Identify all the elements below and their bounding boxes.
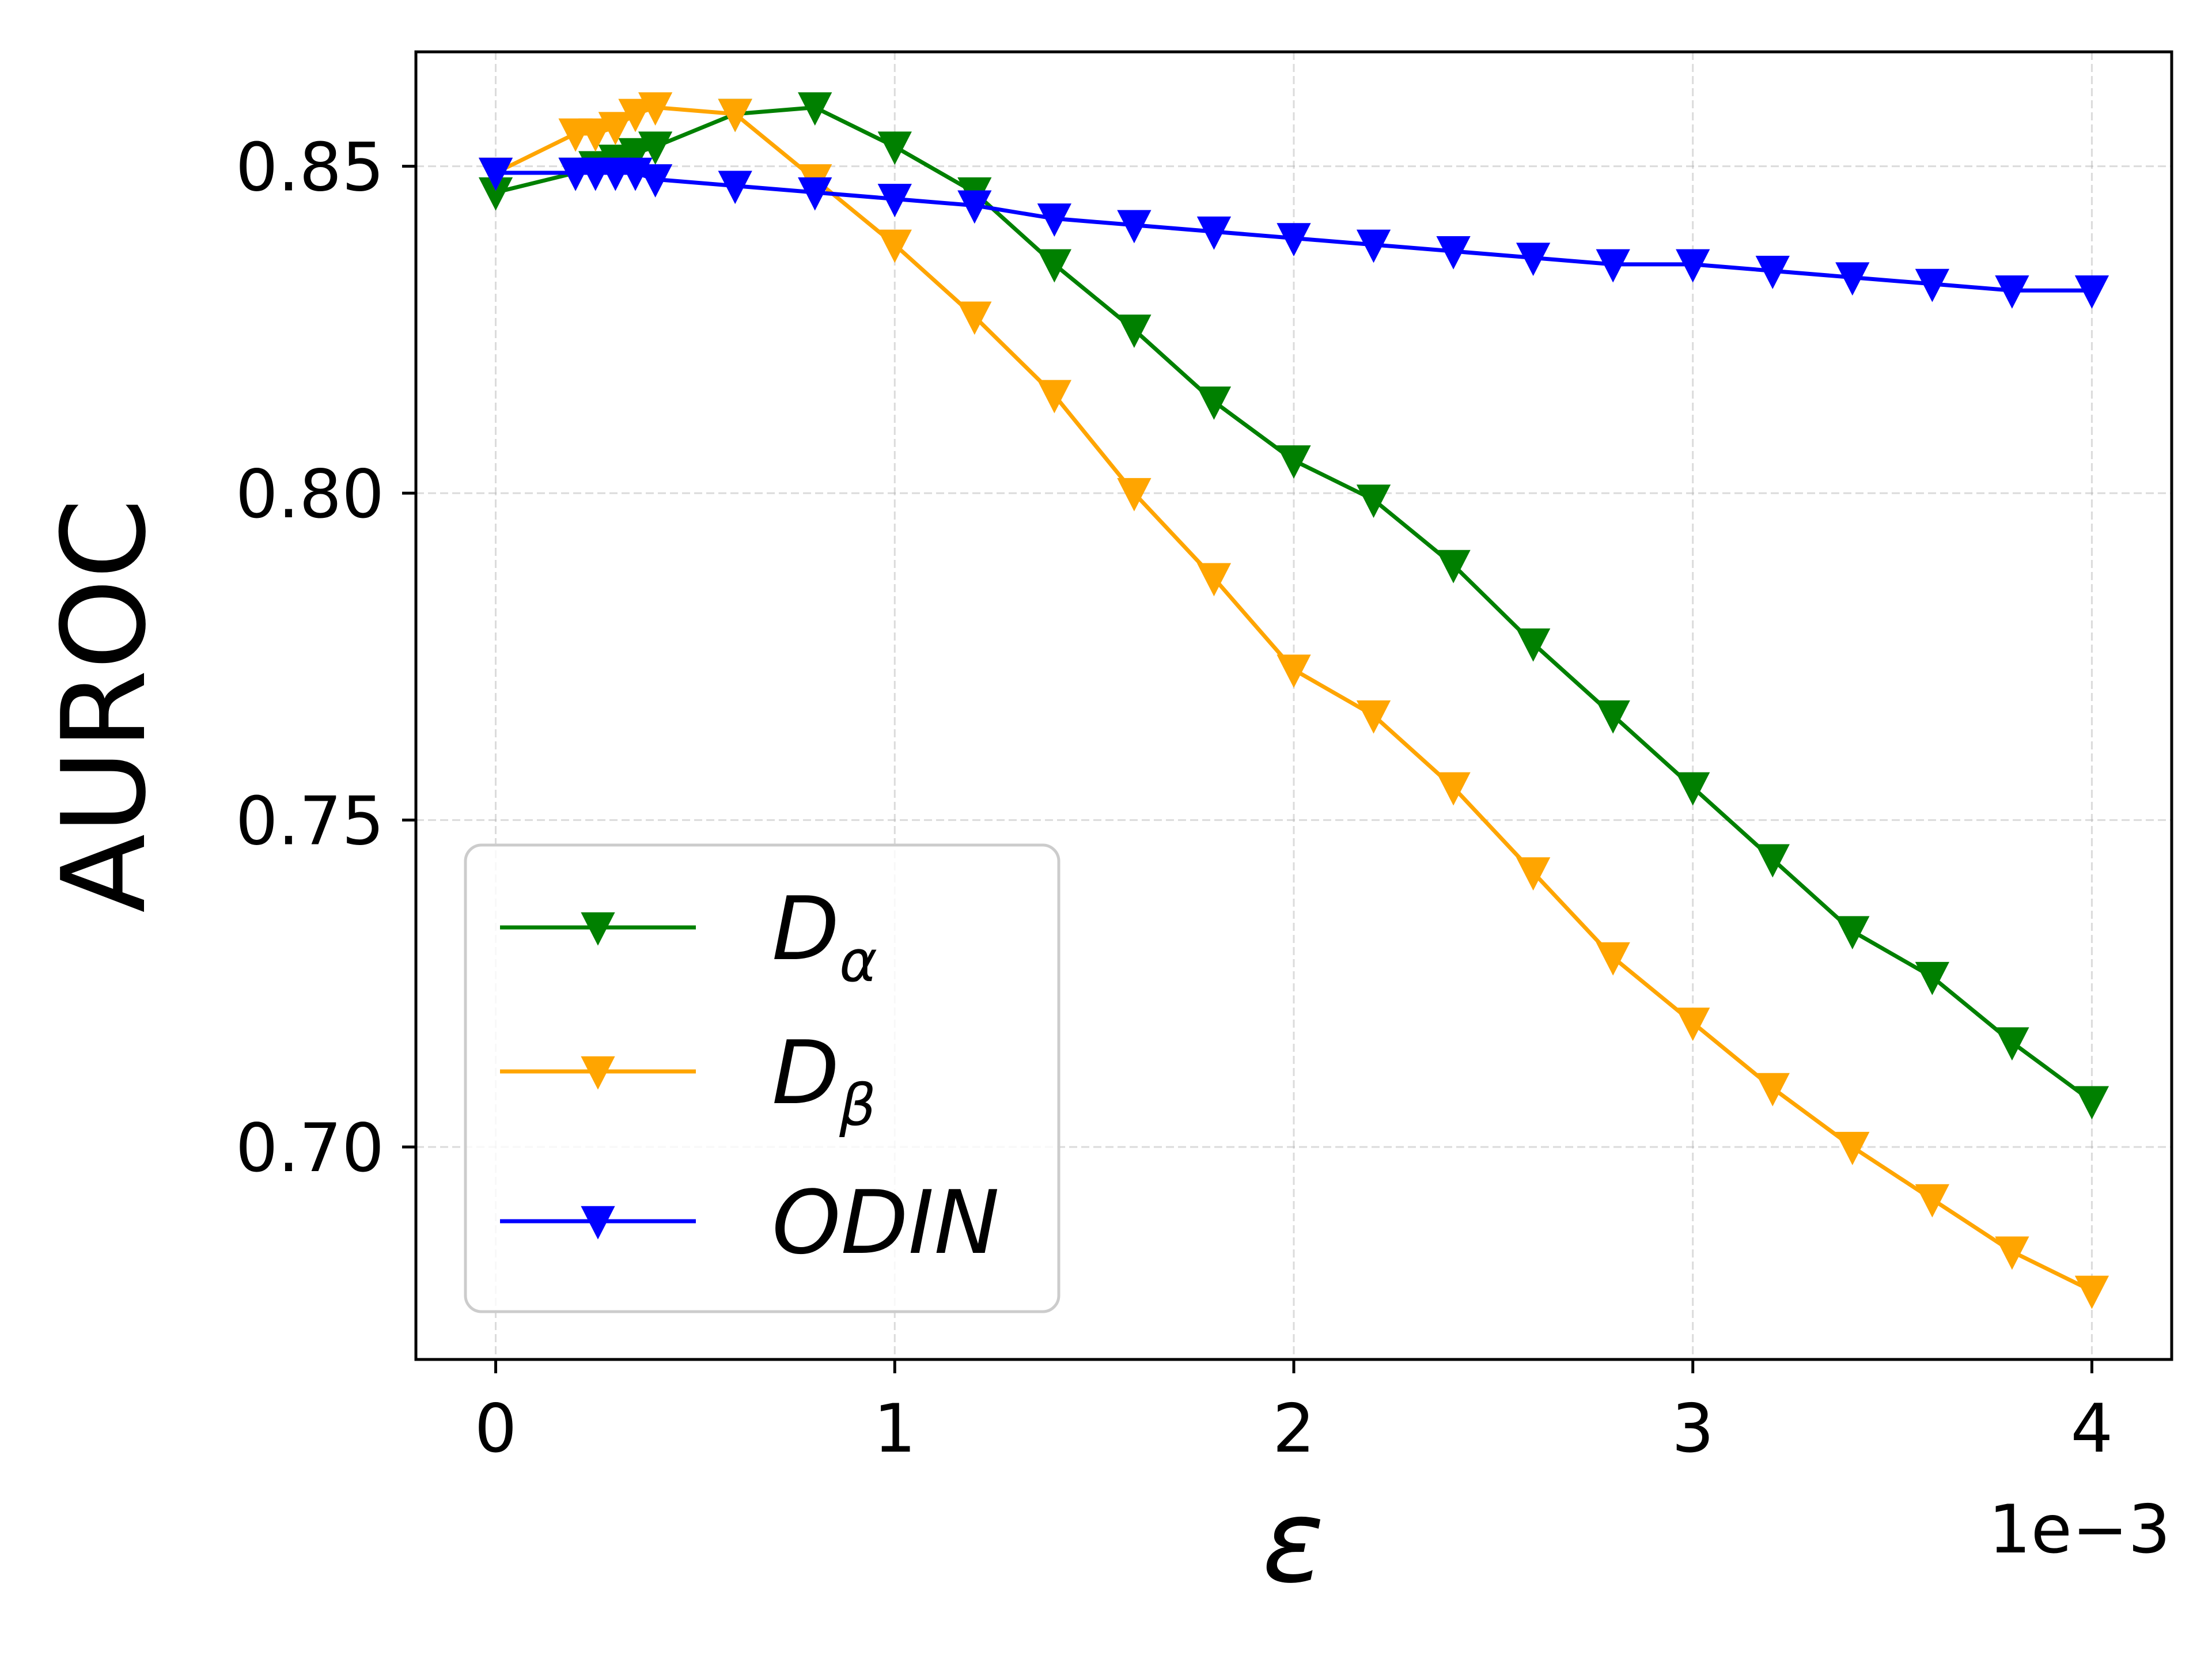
data-point bbox=[877, 184, 912, 217]
data-point bbox=[1995, 1236, 2029, 1270]
data-point bbox=[1995, 275, 2029, 309]
data-point bbox=[1516, 857, 1551, 891]
data-point bbox=[1037, 249, 1071, 283]
legend-label: Dβ bbox=[772, 1022, 876, 1139]
data-point bbox=[957, 301, 992, 335]
data-point bbox=[718, 99, 752, 132]
data-point bbox=[598, 112, 632, 146]
data-point bbox=[1196, 563, 1232, 597]
data-point bbox=[877, 229, 912, 263]
data-point bbox=[618, 138, 653, 172]
data-point bbox=[1436, 772, 1471, 806]
series-layer bbox=[478, 92, 2109, 1309]
data-point bbox=[1596, 249, 1630, 283]
data-point bbox=[1835, 1131, 1870, 1165]
data-point bbox=[1755, 1073, 1790, 1107]
data-point bbox=[638, 92, 673, 126]
x-tick-label: 2 bbox=[1272, 1390, 1315, 1468]
data-point bbox=[618, 99, 653, 132]
data-point bbox=[1277, 654, 1311, 688]
data-point bbox=[1596, 700, 1630, 734]
data-point bbox=[1755, 256, 1790, 289]
data-point bbox=[1915, 268, 1949, 302]
data-point bbox=[1356, 484, 1391, 518]
legend-marker bbox=[581, 1056, 615, 1090]
data-point bbox=[798, 92, 832, 126]
legend: Dα Dβ ODIN bbox=[464, 843, 1060, 1313]
data-point bbox=[1676, 772, 1710, 806]
data-point bbox=[957, 190, 992, 224]
x-tick-label: 3 bbox=[1672, 1390, 1714, 1468]
data-point bbox=[1676, 249, 1710, 283]
data-point bbox=[1117, 478, 1152, 512]
data-point bbox=[1995, 1027, 2029, 1061]
x-axis-offset-label: 1e−3 bbox=[1988, 1491, 2171, 1569]
data-point bbox=[1915, 1184, 1949, 1218]
x-tick-label: 0 bbox=[475, 1390, 517, 1468]
data-point bbox=[1676, 1007, 1710, 1041]
data-point bbox=[1117, 210, 1152, 244]
data-point bbox=[1596, 942, 1630, 976]
y-tick-label: 0.75 bbox=[236, 783, 384, 861]
data-point bbox=[1516, 628, 1551, 662]
y-axis-label: AUROC bbox=[37, 498, 172, 912]
data-point bbox=[1117, 315, 1152, 348]
data-point bbox=[1516, 243, 1551, 276]
data-point bbox=[718, 171, 752, 204]
data-point bbox=[638, 164, 673, 198]
data-point bbox=[1277, 223, 1311, 257]
legend-label: Dα bbox=[772, 878, 877, 995]
data-point bbox=[578, 118, 613, 152]
x-tick-label: 4 bbox=[2071, 1390, 2113, 1468]
data-point bbox=[1436, 236, 1471, 270]
y-tick-label: 0.85 bbox=[236, 129, 384, 207]
y-tick-label: 0.80 bbox=[236, 456, 384, 533]
data-point bbox=[2074, 1086, 2109, 1120]
data-point bbox=[1915, 961, 1949, 995]
data-point bbox=[1356, 700, 1391, 734]
y-tick-label: 0.70 bbox=[236, 1109, 384, 1187]
legend-label: ODIN bbox=[772, 1172, 999, 1274]
data-point bbox=[1436, 550, 1471, 584]
series-d-1 bbox=[478, 92, 2109, 1309]
legend-marker bbox=[581, 912, 615, 946]
data-point bbox=[1356, 229, 1391, 263]
series-odin bbox=[478, 157, 2109, 309]
data-point bbox=[1037, 203, 1071, 237]
data-point bbox=[638, 131, 673, 165]
data-point bbox=[2074, 275, 2109, 309]
data-point bbox=[1277, 445, 1311, 479]
data-point bbox=[1037, 380, 1071, 414]
data-point bbox=[798, 177, 832, 211]
data-point bbox=[2074, 1275, 2109, 1309]
data-point bbox=[1196, 387, 1232, 420]
legend-frame bbox=[464, 843, 1060, 1313]
data-point bbox=[1755, 844, 1790, 878]
legend-marker bbox=[581, 1206, 615, 1240]
data-point bbox=[1196, 216, 1232, 250]
x-axis-label: ε bbox=[1262, 1475, 1324, 1609]
data-point bbox=[1835, 916, 1870, 950]
data-point bbox=[478, 157, 513, 191]
data-point bbox=[877, 131, 912, 165]
ticks: 0 1 2 3 4 0.70 0.75 0.80 0.85 bbox=[236, 129, 2113, 1468]
x-tick-label: 1 bbox=[873, 1390, 916, 1468]
data-point bbox=[1835, 262, 1870, 296]
